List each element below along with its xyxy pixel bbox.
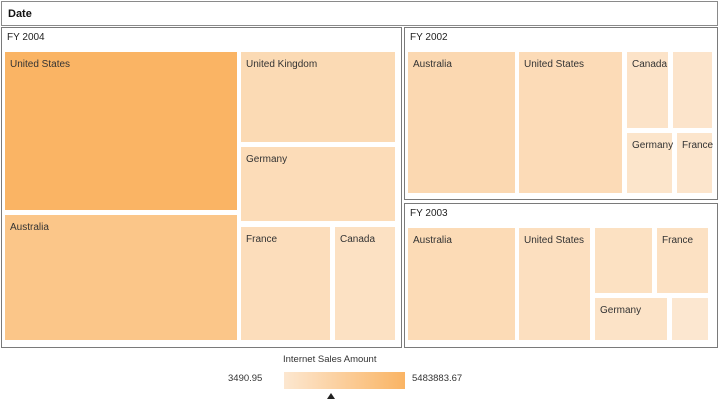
- treemap-tile[interactable]: [672, 298, 708, 340]
- treemap-tile[interactable]: United States: [519, 228, 590, 340]
- treemap-tile[interactable]: United Kingdom: [241, 52, 395, 142]
- group-title: FY 2002: [410, 32, 448, 43]
- treemap-tile[interactable]: Canada: [335, 227, 395, 340]
- treemap-tile[interactable]: [595, 228, 652, 293]
- treemap-tile[interactable]: Germany: [241, 147, 395, 221]
- tile-label: Canada: [632, 59, 668, 70]
- group-title: FY 2004: [7, 32, 45, 43]
- tile-label: France: [662, 235, 694, 246]
- tile-label: United States: [10, 59, 71, 70]
- tile-label: United States: [524, 235, 585, 246]
- tile-label: Germany: [600, 305, 642, 316]
- tile-label: France: [246, 234, 278, 245]
- treemap-tile[interactable]: France: [677, 133, 714, 193]
- tile-label: Australia: [10, 222, 49, 233]
- tile-label: Australia: [413, 59, 452, 70]
- group-title: FY 2003: [410, 208, 448, 219]
- treemap-tile[interactable]: Australia: [5, 215, 237, 340]
- legend-max-label: 5483883.67: [412, 373, 463, 384]
- legend-min-label: 3490.95: [228, 373, 263, 384]
- treemap-tile[interactable]: [673, 52, 712, 128]
- tile-label: Australia: [413, 235, 452, 246]
- treemap-tile[interactable]: Germany: [595, 298, 667, 340]
- tile-label: Germany: [246, 154, 288, 165]
- legend-title: Internet Sales Amount: [283, 354, 377, 365]
- treemap-tile[interactable]: Australia: [408, 52, 515, 193]
- tile-label: United States: [524, 59, 585, 70]
- tile-label: United Kingdom: [246, 59, 318, 70]
- treemap-tile[interactable]: Germany: [627, 133, 674, 193]
- treemap-tile[interactable]: Canada: [627, 52, 668, 128]
- treemap-tile[interactable]: France: [241, 227, 330, 340]
- treemap-tile[interactable]: United States: [5, 52, 237, 210]
- legend-pointer-icon: [327, 393, 335, 399]
- header-title: Date: [8, 8, 32, 20]
- treemap-header: Date: [1, 1, 718, 26]
- legend-gradient-bar: [284, 372, 405, 389]
- tile-label: Germany: [632, 140, 674, 151]
- treemap-tile[interactable]: United States: [519, 52, 622, 193]
- treemap-tile[interactable]: France: [657, 228, 708, 293]
- treemap-tile[interactable]: Australia: [408, 228, 515, 340]
- tile-label: Canada: [340, 234, 376, 245]
- tile-label: France: [682, 140, 714, 151]
